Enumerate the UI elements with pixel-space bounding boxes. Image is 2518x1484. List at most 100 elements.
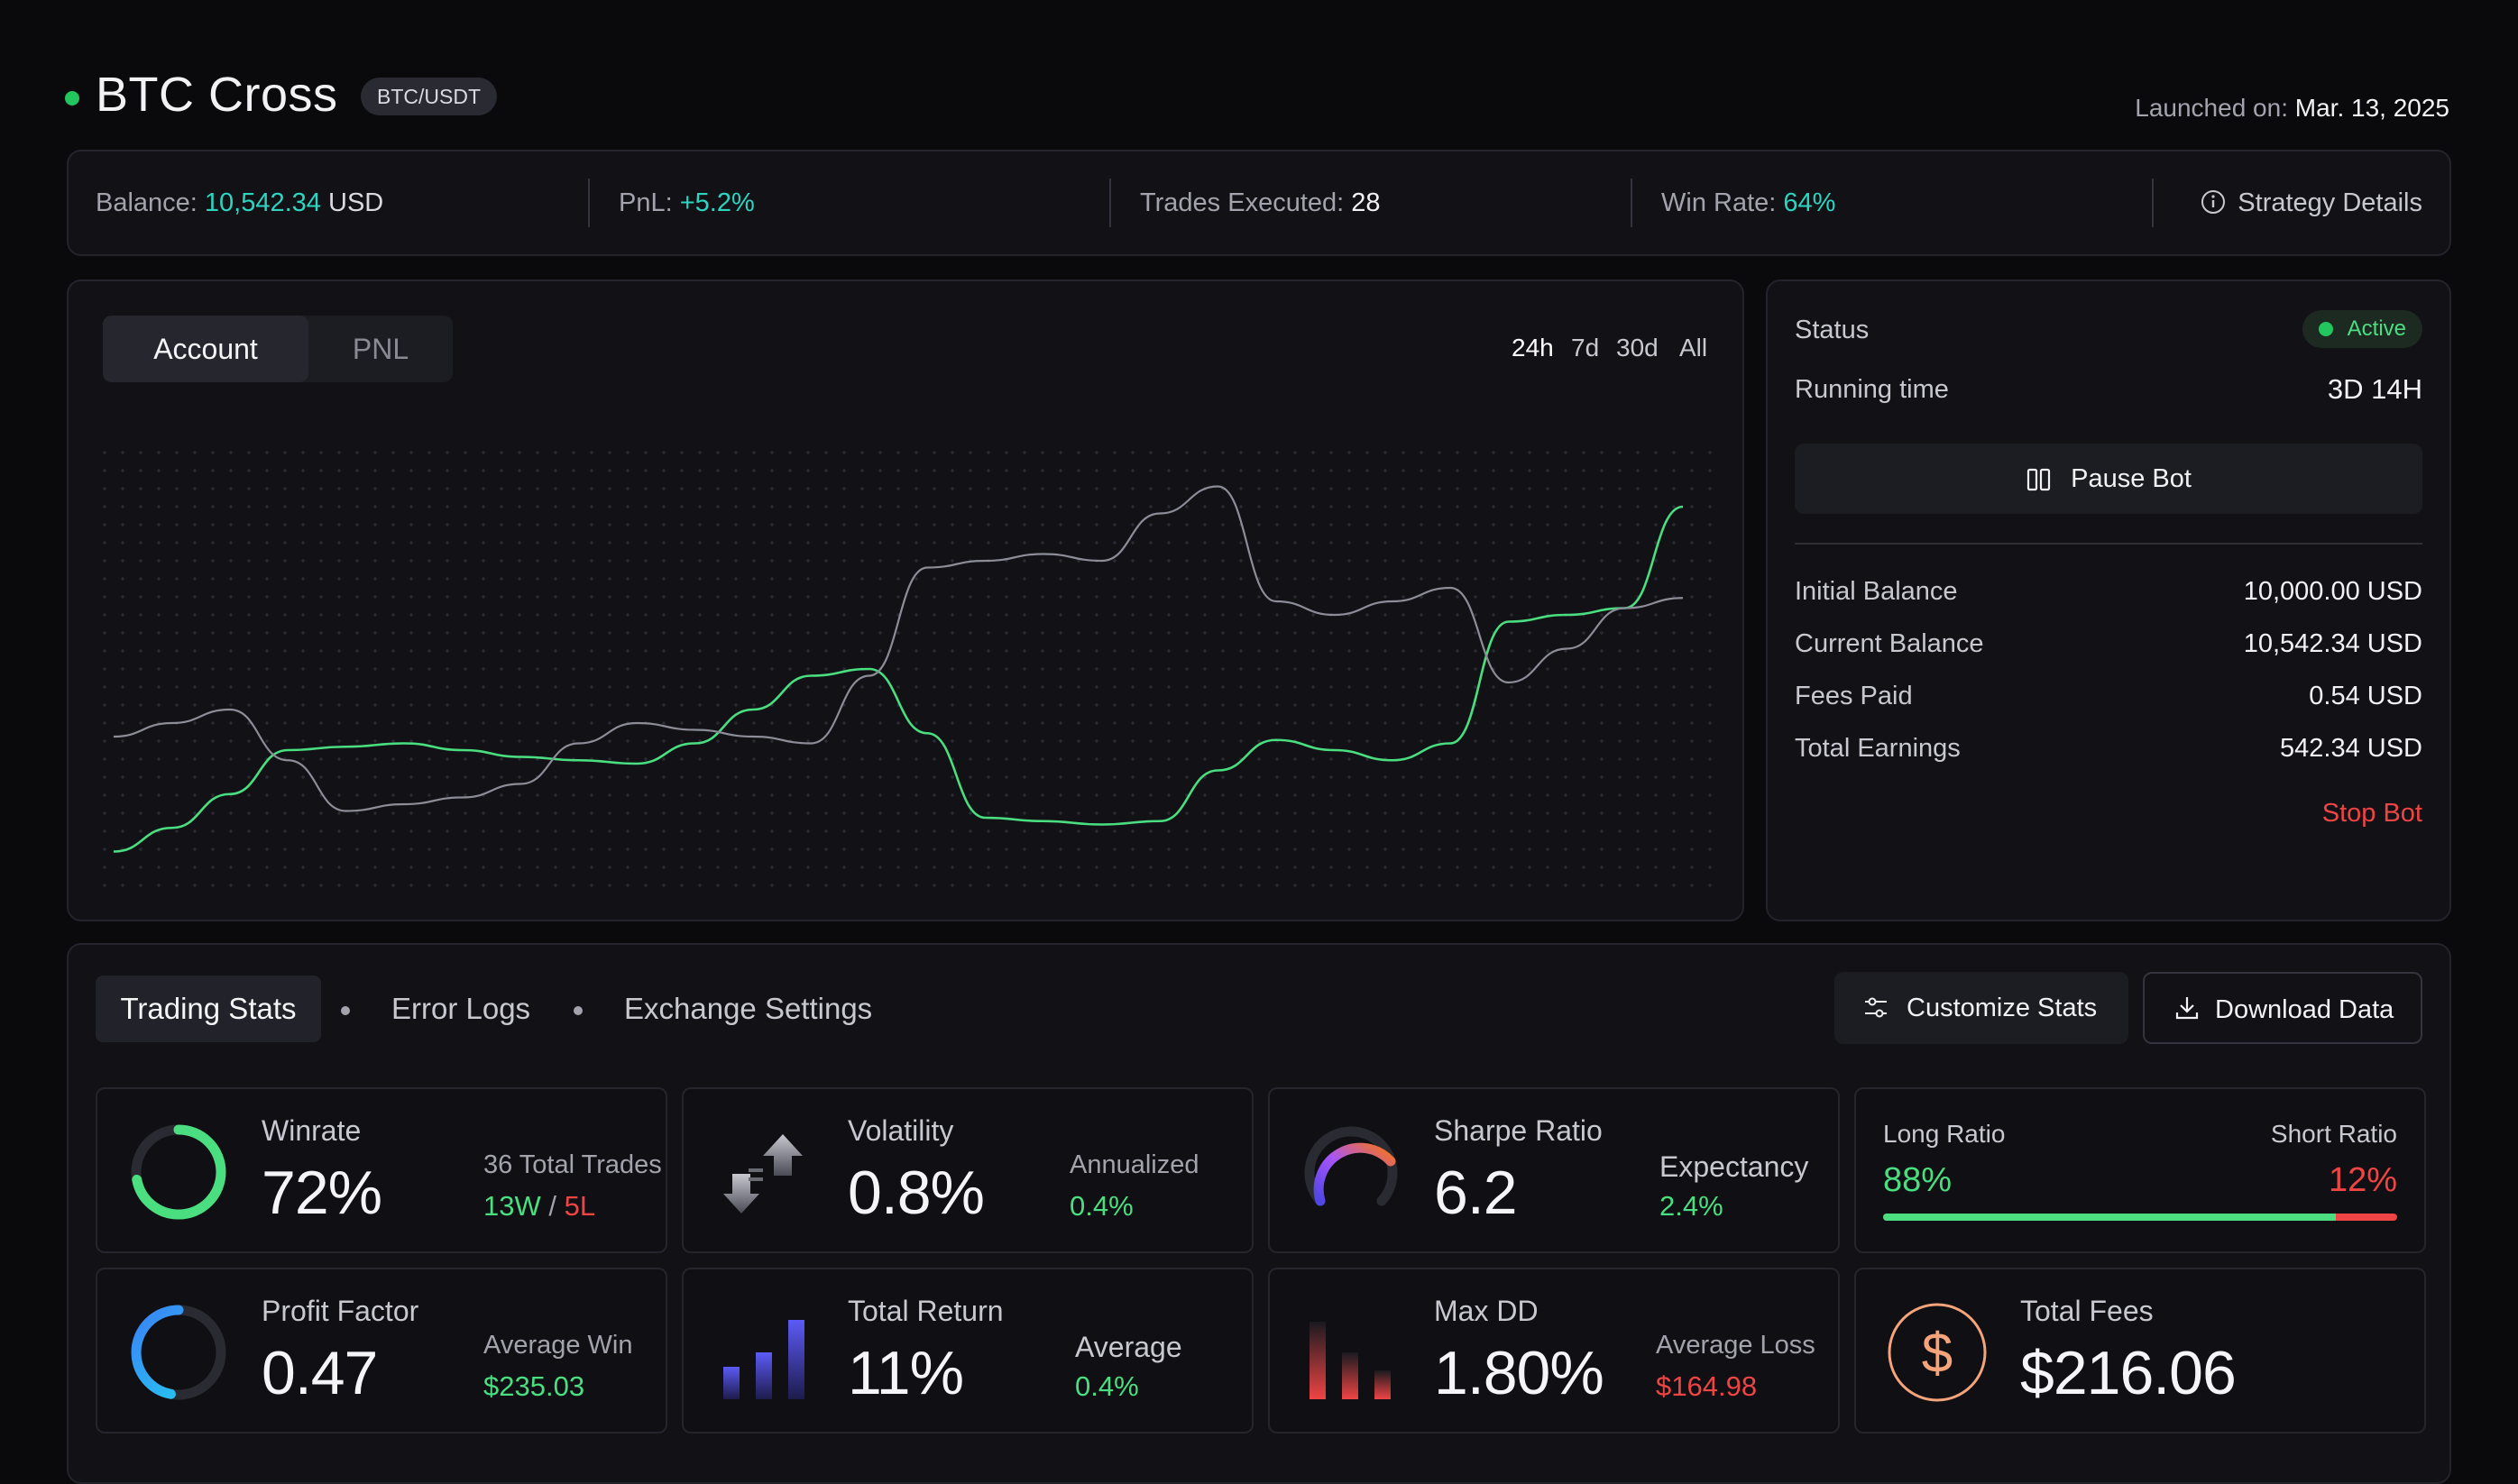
profit-factor-value: 0.47 [262, 1339, 378, 1407]
balance-label: Balance: [96, 188, 198, 217]
bar-chart-icon [723, 1320, 804, 1399]
chart-grid [96, 444, 1719, 894]
total-return-value: 11% [848, 1339, 964, 1407]
range-24h[interactable]: 24h [1512, 334, 1554, 362]
strategy-details-link[interactable]: Strategy Details [2200, 151, 2422, 254]
download-data-button[interactable]: Download Data [2143, 972, 2422, 1044]
customize-stats-button[interactable]: Customize Stats [1834, 972, 2128, 1044]
winrate-title: Winrate [262, 1114, 362, 1147]
launched-date: Launched on: Mar. 13, 2025 [2135, 94, 2449, 123]
summary-bar: Balance: 10,542.34 USD PnL: +5.2% Trades… [67, 150, 2451, 256]
pnl-summary: PnL: +5.2% [619, 151, 755, 254]
tab-exchange-settings[interactable]: Exchange Settings [624, 992, 873, 1025]
tab-error-logs[interactable]: Error Logs [391, 992, 531, 1025]
short-ratio-value: 12% [2328, 1161, 2397, 1199]
tab-account[interactable]: Account [103, 316, 308, 382]
volatility-value: 0.8% [848, 1159, 985, 1227]
account-line-chart [96, 444, 1719, 894]
volatility-title: Volatility [848, 1114, 954, 1147]
total-earnings-value: 542.34 USD [2280, 734, 2422, 763]
up-down-arrows-icon [723, 1134, 803, 1214]
total-fees-card: $ Total Fees $216.06 [1854, 1268, 2426, 1434]
pause-icon [2026, 468, 2051, 491]
expectancy-label: Expectancy [1659, 1150, 1809, 1183]
total-return-card: Total Return 11% Average 0.4% [682, 1268, 1254, 1434]
long-short-ratio-card: Long Ratio Short Ratio 88% 12% [1854, 1087, 2426, 1253]
sharpe-ratio-card: Sharpe Ratio 6.2 Expectancy 2.4% [1268, 1087, 1840, 1253]
tab-pnl[interactable]: PNL [352, 333, 409, 365]
profit-factor-ring-icon [131, 1305, 226, 1400]
active-dot [2318, 322, 2333, 336]
average-loss-value: $164.98 [1656, 1370, 1758, 1402]
divider [1109, 179, 1111, 227]
tab-separator-dot [574, 1006, 583, 1015]
status-card: Status Active Running time 3D 14H Pause … [1766, 279, 2451, 921]
winrate-card: Winrate 72% 36 Total Trades 13W / 5L [96, 1087, 667, 1253]
chart-series-line-1 [113, 505, 1684, 853]
launched-label: Launched on: [2135, 94, 2288, 122]
sharpe-title: Sharpe Ratio [1434, 1114, 1603, 1147]
winrate-value: 64% [1783, 188, 1836, 217]
losses-count: 5L [564, 1190, 596, 1222]
balance-value: 10,542.34 [204, 188, 321, 217]
pause-bot-label: Pause Bot [2071, 464, 2192, 493]
status-dot [65, 91, 79, 105]
running-time-value: 3D 14H [2327, 373, 2422, 405]
winrate-ring-icon [131, 1124, 226, 1220]
short-ratio-label: Short Ratio [2270, 1120, 2397, 1148]
pnl-value: +5.2% [679, 188, 755, 217]
status-label: Status [1795, 316, 1870, 344]
total-fees-value: $216.06 [2020, 1339, 2237, 1407]
average-label: Average [1075, 1331, 1182, 1363]
max-dd-value: 1.80% [1434, 1339, 1604, 1407]
profit-factor-title: Profit Factor [262, 1295, 419, 1327]
gauge-icon [1304, 1126, 1398, 1206]
total-earnings-label: Total Earnings [1795, 734, 1961, 763]
chart-series-line-2 [113, 485, 1684, 812]
range-all[interactable]: All [1679, 334, 1708, 362]
balance-unit: USD [328, 188, 384, 217]
range-7d[interactable]: 7d [1571, 334, 1600, 362]
pause-bot-button[interactable]: Pause Bot [1795, 444, 2422, 514]
max-dd-card: Max DD 1.80% Average Loss $164.98 [1268, 1268, 1840, 1434]
customize-stats-label: Customize Stats [1907, 994, 2098, 1022]
divider [588, 179, 590, 227]
divider [1631, 179, 1632, 227]
status-badge-label: Active [2347, 316, 2406, 341]
pnl-label: PnL: [619, 188, 673, 217]
average-value: 0.4% [1075, 1370, 1139, 1402]
max-dd-title: Max DD [1434, 1295, 1539, 1327]
dollar-icon: $ [1888, 1303, 1987, 1402]
long-ratio-fill [1883, 1214, 2336, 1221]
trades-label: Trades Executed: [1140, 188, 1345, 217]
sharpe-value: 6.2 [1434, 1159, 1518, 1227]
chart-series [113, 485, 1684, 853]
annualized-label: Annualized [1070, 1150, 1199, 1179]
fees-paid-value: 0.54 USD [2309, 682, 2422, 710]
pair-badge: BTC/USDT [361, 78, 497, 115]
tab-trading-stats[interactable]: Trading Stats [96, 976, 321, 1042]
profit-factor-card: Profit Factor 0.47 Average Win $235.03 [96, 1268, 667, 1434]
wins-count: 13W [483, 1190, 541, 1222]
ratio-bar [1883, 1214, 2397, 1221]
stats-panel: Trading Stats Error Logs Exchange Settin… [67, 943, 2451, 1484]
download-icon [2175, 997, 2199, 1020]
svg-text:$: $ [1922, 1323, 1953, 1385]
launched-value: Mar. 13, 2025 [2294, 94, 2449, 122]
total-fees-title: Total Fees [2020, 1295, 2154, 1327]
trades-value: 28 [1351, 188, 1381, 217]
balance-summary: Balance: 10,542.34 USD [96, 151, 383, 254]
stop-bot-button[interactable]: Stop Bot [2321, 799, 2422, 828]
long-ratio-label: Long Ratio [1883, 1120, 2006, 1148]
initial-balance-value: 10,000.00 USD [2243, 577, 2422, 606]
running-time-label: Running time [1795, 375, 1949, 404]
chart-card: Account PNL 24h 7d 30d All [67, 279, 1744, 921]
total-return-title: Total Return [848, 1295, 1004, 1327]
page-title: BTC Cross [96, 68, 338, 122]
average-win-label: Average Win [483, 1331, 633, 1360]
volatility-card: Volatility 0.8% Annualized 0.4% [682, 1087, 1254, 1253]
info-icon [2201, 190, 2226, 214]
divider [1795, 543, 2422, 545]
range-30d[interactable]: 30d [1616, 334, 1659, 362]
chart-tabs: Account PNL [103, 316, 453, 382]
